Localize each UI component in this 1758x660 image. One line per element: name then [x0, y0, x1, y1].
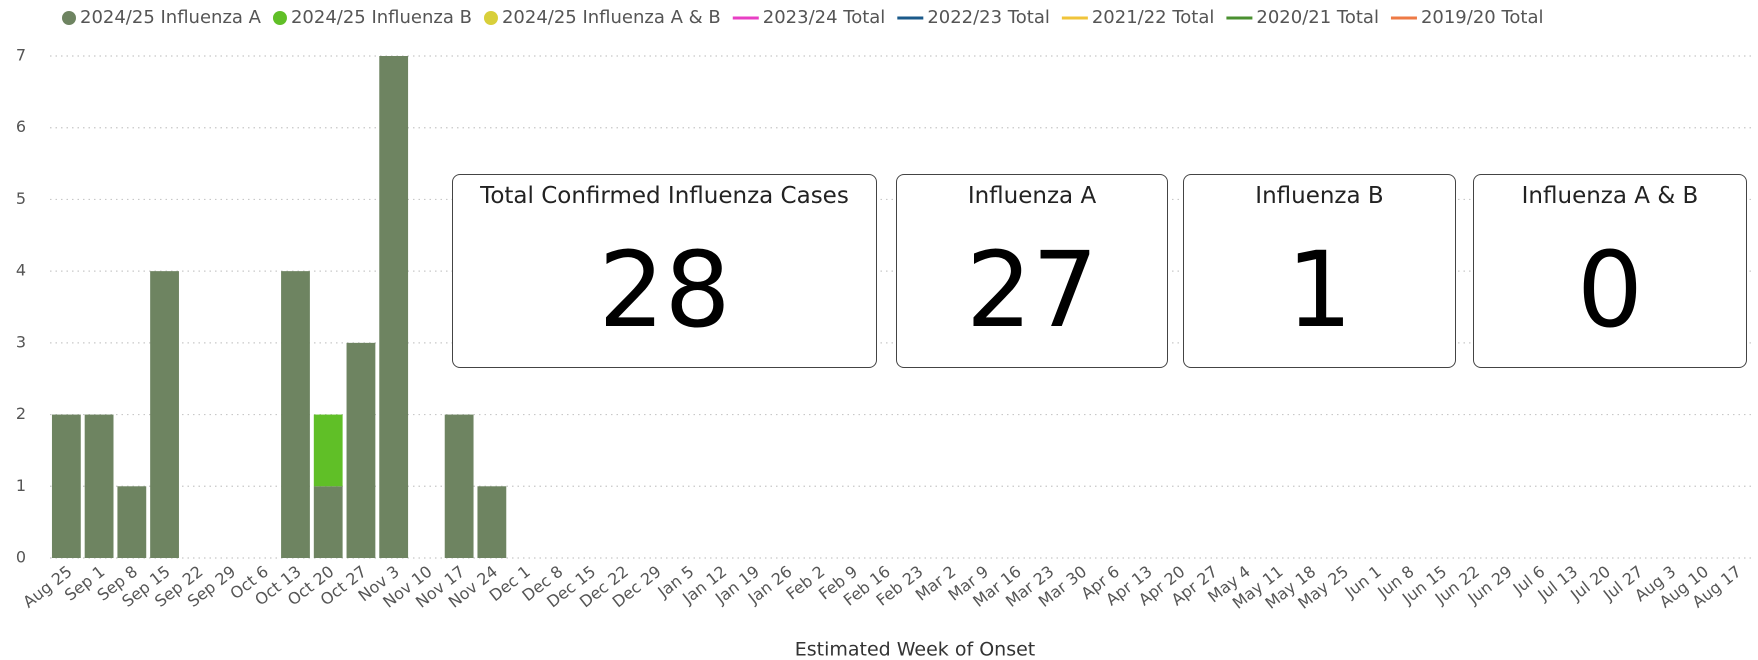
- legend-label: 2021/22 Total: [1092, 7, 1215, 28]
- bar: [117, 486, 147, 558]
- legend-marker: [272, 11, 287, 25]
- kpi-card: Influenza A & B 0: [1473, 174, 1747, 368]
- y-tick-label: 4: [16, 261, 26, 280]
- card-title: Influenza B: [1255, 183, 1384, 209]
- legend-marker: [62, 11, 76, 25]
- card-title: Influenza A: [967, 183, 1097, 209]
- bar: [84, 414, 114, 558]
- kpi-card: Influenza A 27: [896, 174, 1168, 368]
- legend-label: 2024/25 Influenza B: [291, 7, 472, 28]
- y-tick-label: 5: [16, 189, 26, 208]
- bar: [281, 271, 310, 558]
- bar: [150, 271, 179, 558]
- legend-label: 2019/20 Total: [1421, 7, 1544, 28]
- legend-label: 2024/25 Influenza A & B: [502, 7, 721, 28]
- y-tick-label: 2: [16, 404, 26, 423]
- card-value: 1: [1286, 229, 1353, 351]
- bar: [477, 486, 507, 558]
- legend-label: 2024/25 Influenza A: [80, 7, 262, 28]
- bar: [346, 342, 376, 558]
- bar: [51, 414, 81, 558]
- card-value: 28: [598, 229, 731, 351]
- bar: [444, 414, 474, 558]
- legend-label: 2020/21 Total: [1256, 7, 1379, 28]
- bar: [313, 486, 343, 558]
- bar: [313, 414, 343, 487]
- legend-label: 2022/23 Total: [927, 7, 1050, 28]
- y-tick-label: 7: [16, 46, 26, 65]
- kpi-card: Total Confirmed Influenza Cases 28: [452, 174, 877, 368]
- kpi-card: Influenza B 1: [1183, 174, 1456, 368]
- y-tick-label: 1: [16, 476, 26, 495]
- y-tick-label: 6: [16, 117, 26, 136]
- card-title: Influenza A & B: [1521, 183, 1699, 209]
- x-axis-title: Estimated Week of Onset: [795, 639, 1036, 660]
- x-tick-label: Jun 1: [1341, 562, 1385, 602]
- card-value: 0: [1576, 229, 1644, 351]
- legend-marker: [483, 11, 498, 25]
- y-tick-label: 3: [16, 332, 26, 351]
- y-tick-label: 0: [16, 548, 26, 567]
- card-title: Total Confirmed Influenza Cases: [480, 183, 849, 209]
- bar: [379, 56, 409, 558]
- legend-label: 2023/24 Total: [763, 7, 886, 28]
- card-value: 27: [965, 229, 1099, 351]
